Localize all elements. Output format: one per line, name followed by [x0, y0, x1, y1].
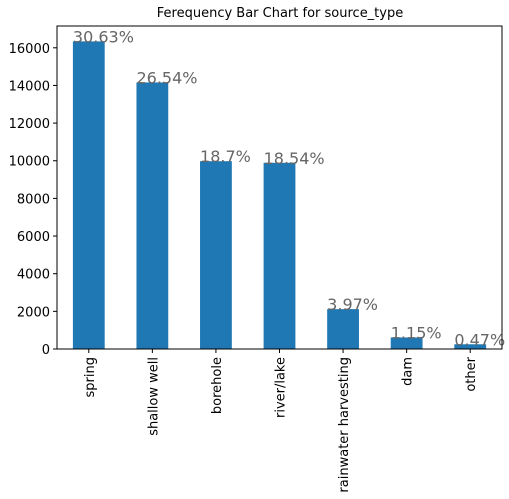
bar — [327, 309, 359, 349]
y-tick-label: 2000 — [17, 305, 50, 320]
x-tick-label: rainwater harvesting — [337, 357, 352, 493]
value-label: 18.54% — [264, 149, 325, 168]
x-tick-label: river/lake — [274, 357, 289, 418]
bar — [454, 344, 487, 349]
y-tick-label: 12000 — [9, 117, 50, 132]
y-tick-label: 16000 — [9, 42, 50, 57]
value-label: 26.54% — [136, 68, 197, 87]
y-tick-label: 0 — [42, 343, 50, 358]
x-tick-label: shallow well — [146, 357, 161, 436]
x-tick-label: spring — [83, 357, 98, 397]
value-label: 18.7% — [200, 147, 251, 166]
bar — [200, 161, 232, 349]
y-tick-label: 10000 — [9, 155, 50, 170]
y-tick-label: 8000 — [17, 192, 50, 207]
chart-title: Ferequency Bar Chart for source_type — [157, 6, 403, 21]
bar — [72, 41, 105, 349]
y-tick-label: 4000 — [17, 268, 50, 283]
bar — [136, 82, 169, 349]
plot-frame — [56, 25, 503, 350]
x-tick-label: other — [464, 356, 479, 391]
x-tick-label: dam — [401, 357, 416, 386]
bar — [390, 337, 423, 349]
value-label: 30.63% — [73, 27, 134, 46]
value-label: 3.97% — [327, 295, 378, 314]
value-label: 0.47% — [454, 330, 505, 349]
value-label: 1.15% — [391, 323, 442, 342]
y-tick-label: 6000 — [17, 230, 50, 245]
bar — [263, 162, 296, 349]
y-tick-label: 14000 — [9, 79, 50, 94]
x-tick-label: borehole — [210, 357, 225, 414]
